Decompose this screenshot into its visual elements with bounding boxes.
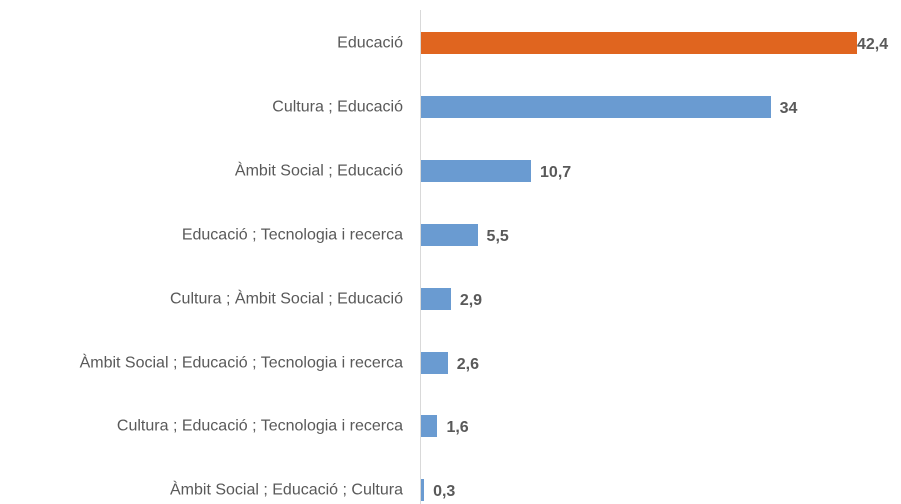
value-label: 2,9	[459, 291, 483, 309]
value-label: 42,4	[857, 36, 889, 53]
value-label: 0,3	[433, 483, 456, 501]
value-label: 34	[779, 99, 798, 117]
category-axis	[420, 10, 421, 504]
category-label: Cultura ; Àmbit Social ; Educació	[170, 290, 403, 308]
value-label: 2,6	[456, 355, 479, 373]
value-label: 5,5	[486, 227, 509, 245]
bar	[421, 32, 857, 54]
bar	[421, 479, 425, 502]
category-label: Educació ; Tecnologia i recerca	[181, 226, 403, 244]
bar	[421, 415, 438, 438]
category-label: Àmbit Social ; Educació ; Tecnologia i r…	[79, 354, 403, 371]
value-label: 10,7	[540, 163, 572, 181]
category-label: Cultura ; Educació	[272, 98, 403, 116]
bar	[421, 351, 448, 374]
bar	[421, 223, 478, 246]
category-label: Àmbit Social ; Educació ; Cultura	[170, 481, 403, 499]
bar	[421, 95, 771, 118]
category-label: Cultura ; Educació ; Tecnologia i recerc…	[116, 417, 403, 435]
category-label: Educació	[337, 34, 403, 52]
category-label: Àmbit Social ; Educació	[234, 162, 403, 180]
value-label: 1,6	[446, 419, 469, 437]
bar	[421, 159, 532, 182]
bar	[421, 287, 451, 310]
